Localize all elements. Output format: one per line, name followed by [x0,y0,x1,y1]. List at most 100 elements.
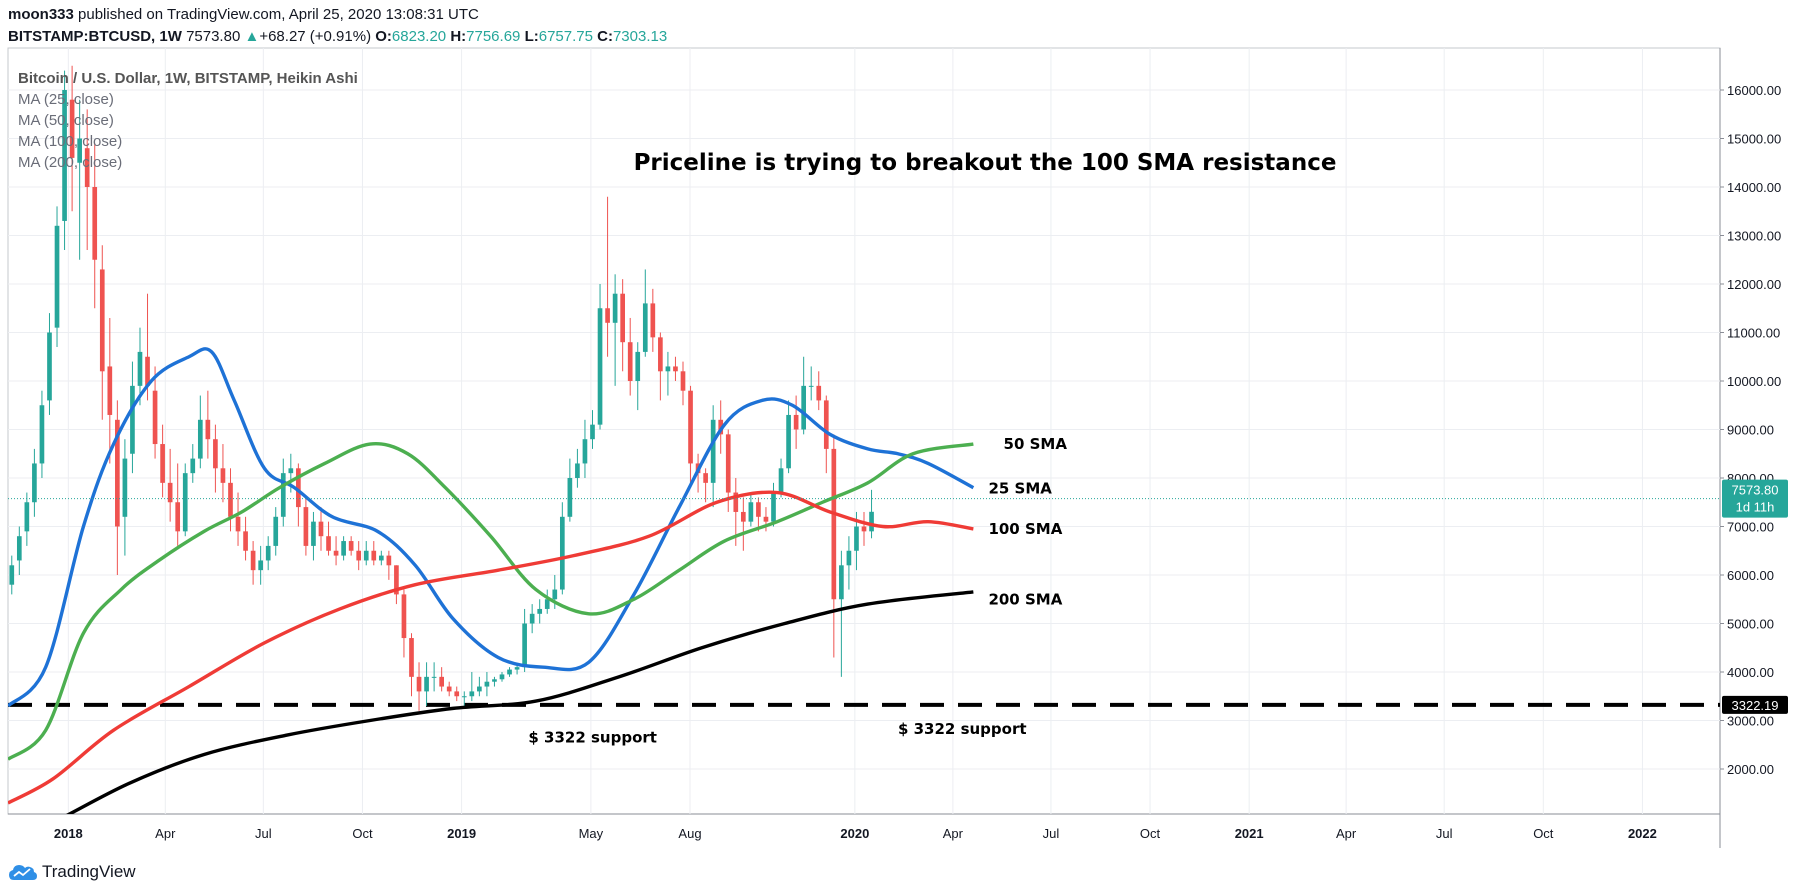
candle-body [854,526,859,551]
annotation-label: $ 3322 support [898,720,1027,738]
y-tick-label: 10000.00 [1727,374,1781,389]
legend-title[interactable]: Bitcoin / U.S. Dollar, 1W, BITSTAMP, Hei… [18,70,358,87]
low-value: 6757.75 [538,28,593,45]
low-label: L: [524,28,539,45]
candle-body [620,293,625,343]
candle-body [318,521,324,537]
candle-body [145,356,150,386]
candle-body [446,686,452,692]
y-tick-label: 13000.00 [1727,229,1781,244]
candle-body [552,589,558,600]
candle-body [122,458,128,517]
candle-body [771,492,776,522]
candle-body [831,448,837,600]
candle-body [597,308,603,425]
x-tick-label: 2021 [1235,826,1264,841]
candle-body [296,468,301,508]
annotation-label: 50 SMA [1004,435,1068,453]
candle-body [658,337,663,372]
candle-body [341,541,346,556]
legend-ma-50[interactable]: MA (50, close) [18,112,114,129]
y-tick-label: 3000.00 [1727,714,1774,729]
ma-line-25-sma [8,347,975,708]
candle-body [130,385,135,454]
annotation-label: 25 SMA [988,480,1052,498]
candle-body [454,691,460,697]
candle-body [688,390,693,464]
y-tick-label: 2000.00 [1727,762,1774,777]
candle-body [62,90,67,221]
y-tick-label: 7000.00 [1727,520,1774,535]
candle-body [710,419,716,483]
candle-body [567,478,573,517]
candle-body [544,599,550,609]
candle-body [107,366,113,415]
candle-body [575,463,580,478]
legend-ma-100[interactable]: MA (100, close) [18,133,123,150]
y-tick-label: 15000.00 [1727,132,1781,147]
candle-body [32,463,37,503]
candle-body [371,550,377,561]
candle-body [348,541,354,551]
x-tick-label: 2020 [840,826,869,841]
publish-info: moon333 published on TradingView.com, Ap… [8,6,479,23]
candle-body [514,667,520,670]
candle-body [416,676,422,692]
candle-body [665,366,671,372]
candle-body [92,187,98,260]
legend-ma-200[interactable]: MA (200, close) [18,154,123,171]
candle-body [808,385,814,387]
candle-body [650,303,656,338]
annotation-label: 200 SMA [988,590,1062,608]
candle-body [175,502,181,532]
candle-body [386,555,392,566]
candle-body [424,676,429,692]
x-tick-label: 2019 [447,826,476,841]
ma-line-200-sma [65,590,974,814]
x-tick-label: Oct [1533,826,1554,841]
candle-body [356,550,362,561]
y-tick-label: 6000.00 [1727,568,1774,583]
annotation-label: $ 3322 support [528,728,657,746]
publisher-name[interactable]: moon333 [8,6,74,23]
candle-body [77,138,82,163]
candle-body [288,468,294,474]
candle-body [673,366,678,372]
candle-body [99,269,105,372]
support-price-tag-value: 3322.19 [1732,698,1779,713]
candle-body [839,565,844,600]
candle-body [258,560,263,571]
candle-body [763,516,769,522]
candle-body [326,536,331,551]
candle-body [756,502,761,517]
candle-body [137,351,143,386]
annotation-label: 100 SMA [988,520,1062,538]
x-tick-label: Apr [1336,826,1357,841]
legend-ma-25[interactable]: MA (25, close) [18,91,114,108]
last-price-tag-value: 7573.80 [1732,483,1779,498]
candle-body [303,507,309,546]
x-tick-label: 2018 [54,826,83,841]
candle-body [733,492,739,512]
candle-body [786,414,791,469]
candle-body [801,385,807,430]
tradingview-cloud-icon [9,865,37,880]
candle-body [635,351,641,381]
candle-body [431,676,437,678]
candle-body [642,303,648,352]
candle-body [213,439,218,469]
tradingview-logo[interactable]: TradingView [8,860,136,884]
high-label: H: [450,28,467,45]
x-tick-label: Oct [352,826,373,841]
candle-body [590,424,595,440]
up-arrow-icon: ▲ [244,28,260,45]
x-tick-label: Oct [1140,826,1161,841]
candle-body [559,516,565,590]
open-label: O: [375,28,392,45]
y-tick-label: 14000.00 [1727,180,1781,195]
x-tick-label: Aug [678,826,701,841]
candle-body [54,225,60,328]
candle-body [537,608,543,614]
candle-body [16,536,22,561]
